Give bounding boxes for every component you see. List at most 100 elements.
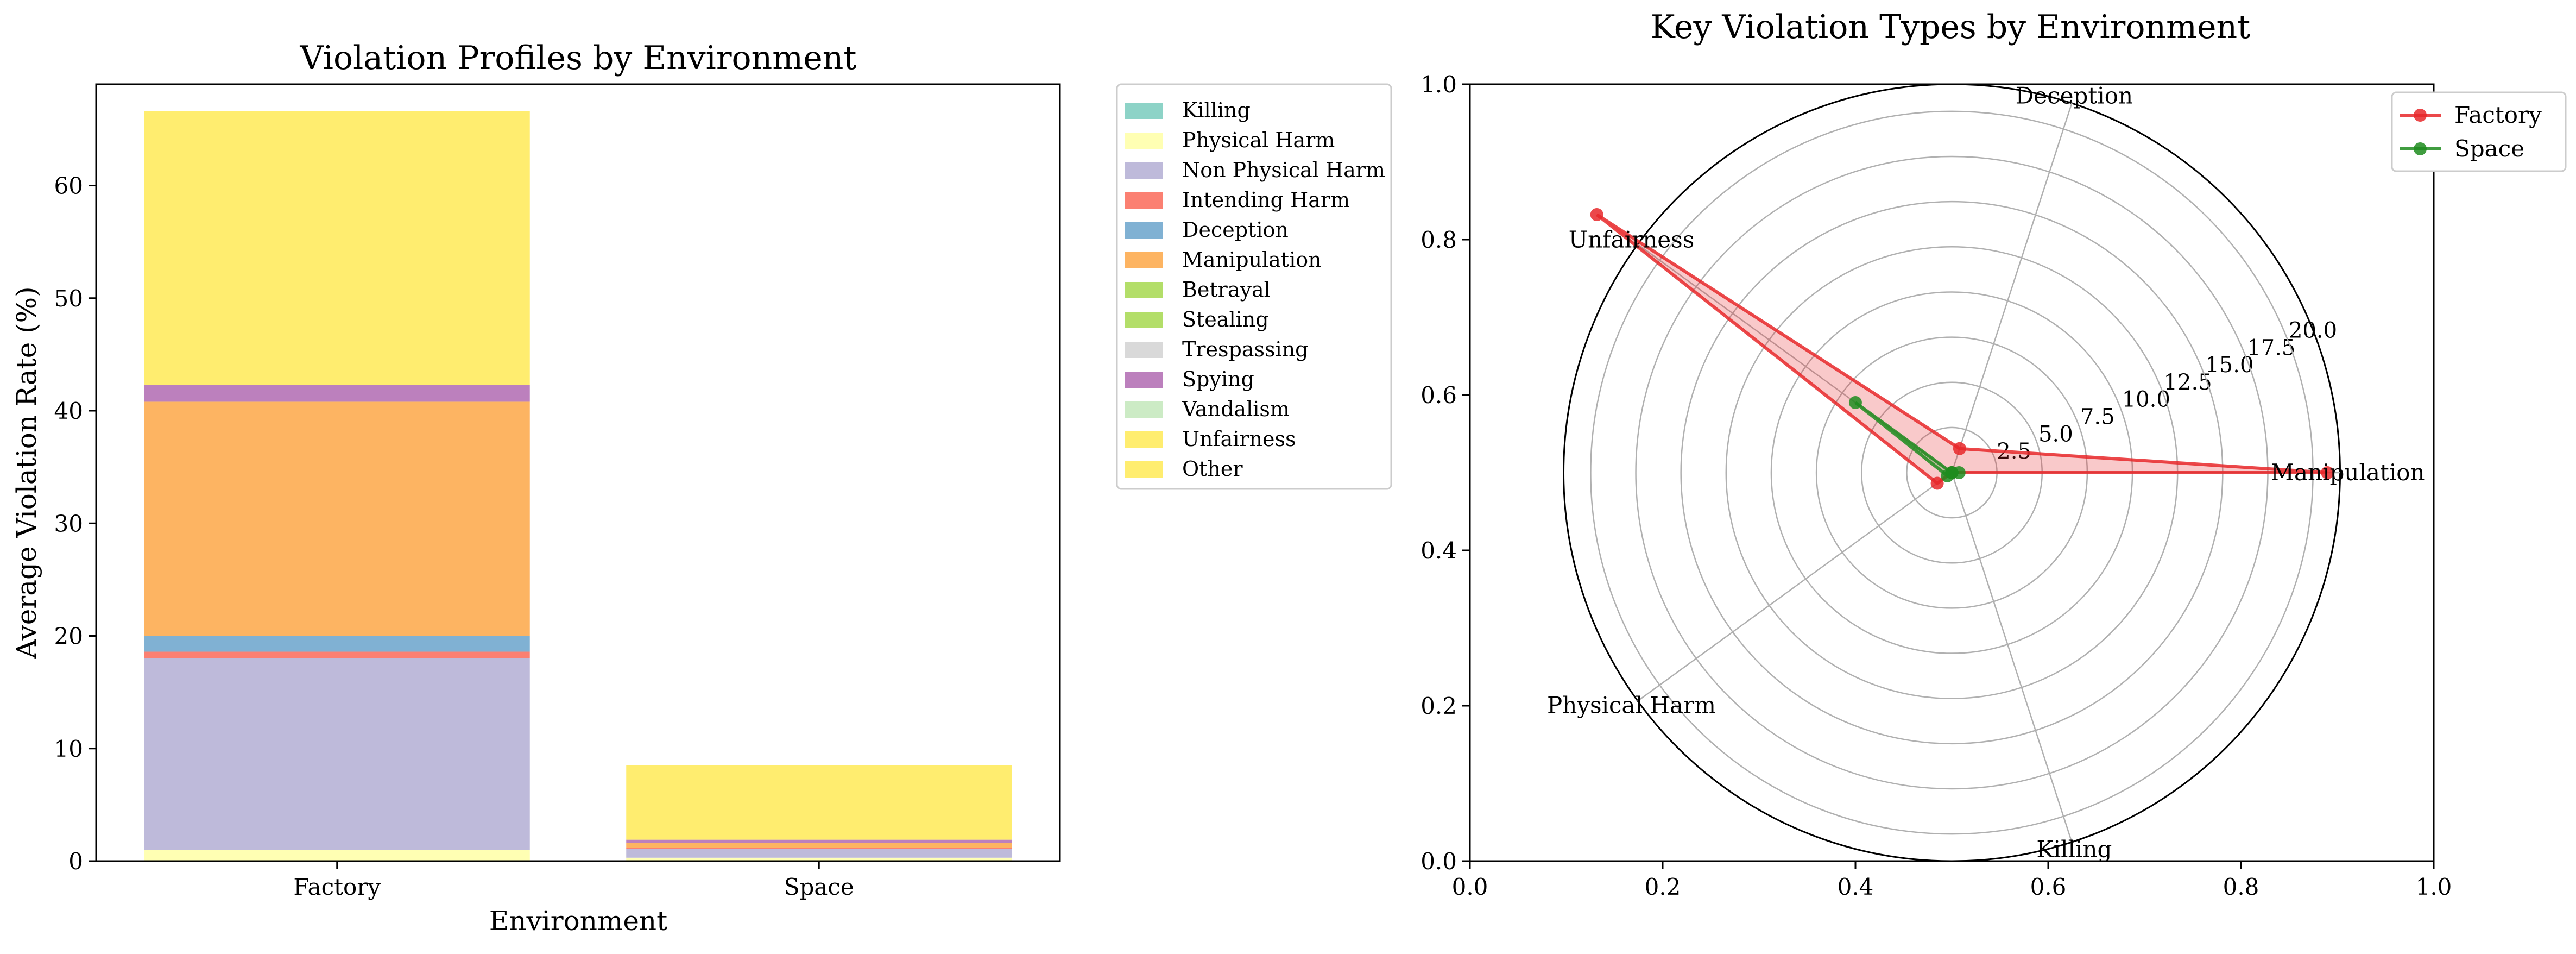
bar-segment-space-11 — [626, 765, 1012, 840]
radar-chart: Key Violation Types by Environment 0.0 0.… — [1420, 8, 2567, 900]
bar-y-tick-label: 30 — [54, 510, 83, 537]
bar-y-tick-label: 20 — [54, 623, 83, 650]
radar-outer-x-tick-label: 0.8 — [2223, 874, 2259, 900]
radar-outer-y-tick-label: 0.0 — [1420, 848, 1457, 875]
bar-legend-label: Manipulation — [1182, 248, 1322, 272]
bar-y-tick-label: 40 — [54, 398, 83, 424]
radar-spoke — [1637, 472, 1953, 702]
bar-segment-factory-9 — [144, 385, 530, 402]
bar-legend-label: Unfairness — [1182, 427, 1296, 451]
radar-point-space — [1848, 396, 1862, 409]
radar-axis-labels: Manipulation Deception Unfairness Physical … — [1547, 82, 2425, 862]
radar-axis-label: Deception — [2016, 82, 2133, 109]
bar-legend-label: Vandalism — [1182, 397, 1290, 421]
radar-axis-label: Unfairness — [1569, 226, 1695, 253]
bar-y-axis: 0 10 20 30 40 50 60 — [54, 173, 96, 875]
radar-r-tick-label: 7.5 — [2080, 405, 2115, 430]
radar-outer-x-tick-label: 0.2 — [1645, 874, 1681, 900]
bar-legend-swatch — [1125, 162, 1163, 179]
bar-legend-label: Stealing — [1182, 307, 1269, 331]
bar-chart-title: Violation Profiles by Environment — [300, 39, 857, 77]
bar-legend-label: Spying — [1182, 367, 1254, 391]
bar-segment-space-2 — [626, 849, 1012, 858]
bar-y-tick-label: 50 — [54, 285, 83, 312]
radar-line-factory — [1595, 213, 2328, 486]
radar-point-factory — [1590, 208, 1603, 222]
bar-legend-swatch — [1125, 103, 1163, 119]
bar-segment-space-3 — [626, 848, 1012, 849]
bar-segment-space-5 — [626, 843, 1012, 848]
bar-legend-label: Physical Harm — [1182, 128, 1335, 152]
bar-legend-label: Deception — [1182, 218, 1289, 242]
bar-y-tick-label: 0 — [68, 848, 83, 875]
bar-legend-swatch — [1125, 312, 1163, 328]
bar-y-tick-label: 60 — [54, 173, 83, 199]
radar-r-tick-label: 5.0 — [2038, 422, 2073, 447]
bar-segment-factory-2 — [144, 658, 530, 850]
bar-x-tick-label: Factory — [293, 874, 381, 900]
bar-legend: Killing Physical Harm Non Physical Harm Int… — [1116, 83, 1392, 490]
radar-outer-y-tick-label: 0.2 — [1420, 693, 1457, 719]
bar-segment-factory-5 — [144, 401, 530, 636]
bar-legend-label: Non Physical Harm — [1182, 158, 1385, 182]
bar-segment-factory-3 — [144, 651, 530, 658]
radar-axis-label: Physical Harm — [1547, 692, 1716, 719]
bar-chart: Violation Profiles by Environment 0 10 20 3… — [11, 39, 1392, 937]
radar-outer-y-tick-label: 0.4 — [1420, 537, 1457, 564]
radar-point-factory — [1953, 442, 1966, 455]
bar-y-axis-label: Average Violation Rate (%) — [11, 286, 42, 659]
bar-segment-factory-4 — [144, 636, 530, 652]
bar-segment-factory-11 — [144, 111, 530, 385]
bar-x-axis: Factory Space — [293, 861, 854, 900]
bar-legend-swatch — [1125, 372, 1163, 388]
radar-legend-marker — [2414, 142, 2427, 155]
radar-outer-y-tick-label: 1.0 — [1420, 71, 1457, 98]
bar-legend-label: Intending Harm — [1182, 188, 1350, 212]
radar-spoke — [1951, 472, 2073, 843]
radar-r-tick-label: 17.5 — [2247, 335, 2295, 360]
bar-legend-swatch — [1125, 222, 1163, 238]
radar-outer-y-tick-label: 0.8 — [1420, 227, 1457, 253]
radar-legend: Factory Space — [2391, 91, 2567, 172]
bar-legend-swatch — [1125, 431, 1163, 448]
radar-axis-label: Manipulation — [2271, 459, 2425, 486]
bar-legend-frame — [1116, 83, 1392, 490]
radar-point-factory — [1930, 476, 1944, 490]
bar-plot-area — [144, 111, 1012, 861]
radar-r-tick-label: 20.0 — [2289, 318, 2337, 343]
radar-legend-label: Factory — [2454, 102, 2542, 128]
radar-outer-x-tick-label: 0.4 — [1838, 874, 1874, 900]
bar-x-axis-label: Environment — [489, 905, 667, 937]
radar-outer-axes: 0.0 0.2 0.4 0.6 0.8 1.0 0.0 0.2 0.4 0.6 0.8 1.0 — [1420, 71, 2452, 900]
bar-legend-swatch — [1125, 192, 1163, 209]
radar-grid: 2.55.07.510.012.515.017.520.0 — [1563, 83, 2341, 862]
radar-legend-label: Space — [2454, 135, 2524, 162]
radar-axis-label: Killing — [2036, 836, 2112, 863]
radar-point-factory — [2321, 466, 2334, 479]
radar-series — [1590, 208, 2334, 490]
bar-legend-swatch — [1125, 461, 1163, 478]
bar-legend-swatch — [1125, 282, 1163, 298]
radar-r-tick-label: 15.0 — [2205, 353, 2253, 378]
bar-legend-label: Other — [1182, 457, 1243, 481]
bar-y-tick-label: 10 — [54, 736, 83, 762]
radar-outer-x-tick-label: 0.0 — [1452, 874, 1488, 900]
bar-legend-swatch — [1125, 342, 1163, 358]
bar-legend-swatch — [1125, 401, 1163, 418]
radar-chart-title: Key Violation Types by Environment — [1651, 8, 2251, 46]
bar-legend-label: Trespassing — [1182, 337, 1308, 361]
bar-legend-swatch — [1125, 133, 1163, 149]
bar-segment-space-1 — [626, 857, 1012, 861]
radar-r-tick-label: 10.0 — [2122, 387, 2170, 412]
bar-segment-factory-1 — [144, 850, 530, 861]
bar-legend-swatch — [1125, 252, 1163, 268]
radar-point-space — [1945, 466, 1959, 479]
radar-r-tick-label: 12.5 — [2164, 370, 2212, 395]
radar-spoke — [1951, 103, 2073, 473]
bar-segment-space-9 — [626, 839, 1012, 843]
bar-legend-label: Killing — [1182, 98, 1251, 122]
radar-legend-frame — [2391, 91, 2567, 172]
radar-outer-y-tick-label: 0.6 — [1420, 382, 1457, 409]
bar-plot-frame — [95, 83, 1061, 862]
radar-legend-marker — [2414, 109, 2427, 122]
